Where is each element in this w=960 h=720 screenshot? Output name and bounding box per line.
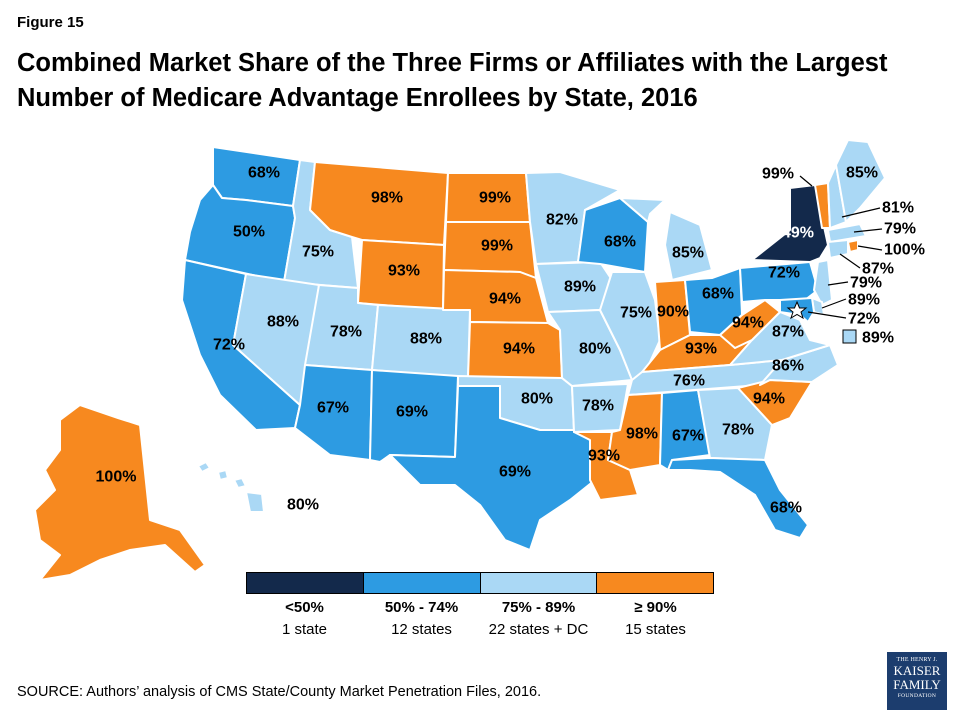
label-GA: 78% [722, 422, 754, 439]
label-TX: 69% [499, 464, 531, 481]
label-ID: 75% [302, 244, 334, 261]
label-AR: 78% [582, 398, 614, 415]
label-IN: 90% [657, 304, 689, 321]
state-MA [827, 223, 867, 243]
legend-item: ≥ 90% 15 states [597, 598, 714, 642]
label-SD: 99% [481, 238, 513, 255]
label-LA: 93% [588, 448, 620, 465]
legend-item: 50% - 74% 12 states [363, 598, 480, 642]
label-VT: 99% [762, 166, 794, 183]
label-AL: 67% [672, 428, 704, 445]
legend-range: ≥ 90% [634, 599, 677, 616]
legend-range: <50% [285, 599, 324, 616]
source-note: SOURCE: Authors’ analysis of CMS State/C… [17, 684, 542, 700]
label-KY: 93% [685, 341, 717, 358]
legend-item: <50% 1 state [246, 598, 363, 642]
label-CA: 72% [213, 337, 245, 354]
label-MD: 72% [848, 311, 880, 328]
label-MT: 98% [371, 190, 403, 207]
state-AK [34, 404, 206, 581]
legend-count: 1 state [281, 621, 328, 638]
state-NJ [813, 259, 833, 306]
kff-logo: THE HENRY J. KAISER FAMILY FOUNDATION [887, 652, 947, 710]
label-SC: 94% [753, 391, 785, 408]
state-HI [197, 461, 265, 513]
label-MA: 79% [884, 221, 916, 238]
legend-swatch-50-74 [363, 573, 481, 593]
label-UT: 78% [330, 324, 362, 341]
label-WA: 68% [248, 165, 280, 182]
legend-bar [246, 572, 714, 594]
label-RI: 100% [884, 242, 925, 259]
label-MS: 98% [626, 426, 658, 443]
leader-lines [799, 175, 883, 319]
label-HI: 80% [287, 497, 319, 514]
legend-count: 12 states [391, 621, 452, 638]
state-MI [619, 197, 713, 281]
page-title: Combined Market Share of the Three Firms… [17, 49, 888, 112]
state-RI [847, 239, 859, 253]
legend-range: 75% - 89% [501, 599, 576, 616]
label-NC: 86% [772, 358, 804, 375]
label-NV: 88% [267, 314, 299, 331]
label-NJ: 79% [850, 275, 882, 292]
label-NE: 94% [489, 291, 521, 308]
logo-line3: FOUNDATION [897, 693, 937, 699]
label-AK: 100% [96, 469, 137, 486]
label-DC: 89% [862, 330, 894, 347]
label-OK: 80% [521, 391, 553, 408]
label-CT: 87% [862, 261, 894, 278]
state-TX [389, 385, 596, 551]
label-CO: 88% [410, 331, 442, 348]
label-MI: 85% [672, 245, 704, 262]
label-IL: 75% [620, 305, 652, 322]
state-FL [667, 457, 809, 539]
legend-swatch-lt50 [247, 573, 364, 593]
state-labels: 68% 50% 72% 75% 88% 98% 93% 78% 88% 67% … [96, 165, 925, 517]
state-CT [827, 239, 849, 259]
label-KS: 94% [503, 341, 535, 358]
dc-star-icon [786, 300, 808, 320]
label-NH: 81% [882, 200, 914, 217]
state-ME [835, 139, 886, 223]
label-ME: 85% [846, 165, 878, 182]
label-WY: 93% [388, 263, 420, 280]
legend-swatch-75-89 [480, 573, 598, 593]
label-DE: 89% [848, 292, 880, 309]
label-WV: 94% [732, 315, 764, 332]
figure-label: Figure 15 [17, 14, 84, 31]
dc-legend-box [842, 329, 857, 344]
logo-line2b: FAMILY [893, 677, 941, 692]
label-FL: 68% [770, 500, 802, 517]
label-NY: 49% [782, 225, 814, 242]
logo-line2a: KAISER [893, 663, 941, 678]
logo-line1: THE HENRY J. [896, 657, 938, 663]
legend-count: 15 states [625, 621, 686, 638]
label-TN: 76% [673, 373, 705, 390]
label-MO: 80% [579, 341, 611, 358]
label-AZ: 67% [317, 400, 349, 417]
label-VA: 87% [772, 324, 804, 341]
legend-swatch-ge90 [597, 573, 713, 593]
legend-item: 75% - 89% 22 states + DC [480, 598, 597, 642]
label-WI: 68% [604, 234, 636, 251]
label-IA: 89% [564, 279, 596, 296]
legend-count: 22 states + DC [488, 621, 589, 638]
label-MN: 82% [546, 212, 578, 229]
label-ND: 99% [479, 190, 511, 207]
legend-range: 50% - 74% [384, 599, 459, 616]
label-NM: 69% [396, 404, 428, 421]
label-OR: 50% [233, 224, 265, 241]
label-OH: 68% [702, 286, 734, 303]
label-PA: 72% [768, 265, 800, 282]
legend-labels: <50% 1 state 50% - 74% 12 states 75% - 8… [246, 598, 714, 642]
